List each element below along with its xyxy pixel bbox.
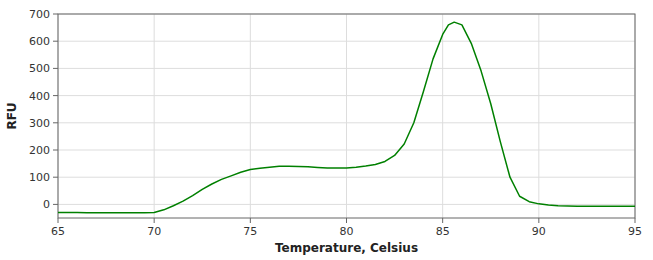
grid-line-x: [442, 14, 443, 218]
tick-y: [53, 14, 58, 15]
grid-line-y: [58, 95, 635, 96]
grid-line-x: [538, 14, 539, 218]
tick-x: [346, 218, 347, 223]
tick-label-x: 95: [628, 225, 642, 238]
plot-frame: [58, 14, 635, 218]
tick-y: [53, 150, 58, 151]
tick-x: [442, 218, 443, 223]
data: [58, 22, 635, 213]
plot-background: [58, 14, 635, 218]
x-axis-label: Temperature, Celsius: [275, 241, 418, 255]
grid-line-y: [58, 177, 635, 178]
tick-y: [53, 68, 58, 69]
tick-label-y: 200: [29, 144, 50, 157]
axes: 65 70 75 80 85 90 95 0 100 200 300 400 500 600 700: [29, 8, 642, 238]
tick-label-y: 500: [29, 62, 50, 75]
tick-label-y: 400: [29, 90, 50, 103]
tick-label-x: 65: [51, 225, 65, 238]
tick-x: [154, 218, 155, 223]
grid-line-y: [58, 41, 635, 42]
tick-label-y: 0: [43, 198, 50, 211]
tick-label-y: 700: [29, 8, 50, 21]
tick-x: [635, 218, 636, 223]
grid-line-x: [154, 14, 155, 218]
grid-line-y: [58, 122, 635, 123]
grid-line-x: [346, 14, 347, 218]
tick-label-y: 100: [29, 171, 50, 184]
tick-x: [538, 218, 539, 223]
tick-y: [53, 41, 58, 42]
tick-y: [53, 122, 58, 123]
grid-line-x: [250, 14, 251, 218]
tick-y: [53, 95, 58, 96]
grid: [58, 14, 635, 218]
tick-label-x: 85: [436, 225, 450, 238]
tick-y: [53, 177, 58, 178]
tick-label-y: 600: [29, 35, 50, 48]
grid-line-y: [58, 150, 635, 151]
tick-label-x: 80: [340, 225, 354, 238]
chart: 65 70 75 80 85 90 95 0 100 200 300 400 500 600 700 Temp…: [0, 0, 653, 260]
tick-label-y: 300: [29, 117, 50, 130]
y-axis-label: RFU: [5, 102, 19, 129]
tick-y: [53, 204, 58, 205]
tick-label-x: 75: [243, 225, 257, 238]
tick-x: [58, 218, 59, 223]
tick-label-x: 70: [147, 225, 161, 238]
grid-line-y: [58, 68, 635, 69]
tick-x: [250, 218, 251, 223]
tick-label-x: 90: [532, 225, 546, 238]
line: [58, 22, 635, 213]
